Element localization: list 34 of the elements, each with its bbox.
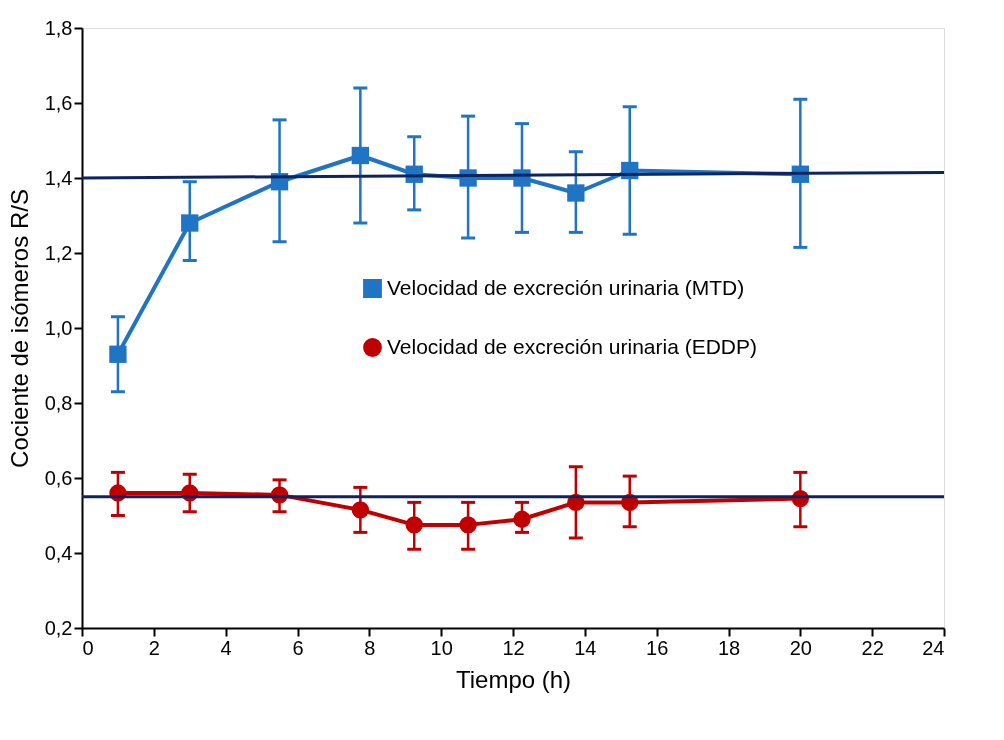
- point: [459, 516, 477, 534]
- point: [513, 510, 531, 528]
- legend-label: Velocidad de excreción urinaria (EDDP): [387, 334, 758, 358]
- x-tick-label: 24: [922, 636, 945, 659]
- x-tick-label: 6: [292, 636, 304, 659]
- y-tick-label: 1,2: [44, 241, 73, 264]
- x-tick-label: 2: [148, 636, 160, 659]
- point: [567, 184, 585, 202]
- x-tick-label: 8: [364, 636, 376, 659]
- x-tick-label: 18: [717, 636, 741, 659]
- y-tick-label: 0,2: [44, 616, 73, 639]
- legend-label: Velocidad de excreción urinaria (MTD): [387, 275, 745, 299]
- y-tick-label: 0,6: [44, 466, 73, 489]
- x-tick-label: 4: [220, 636, 232, 659]
- y-tick-label: 1,8: [44, 16, 73, 39]
- y-tick-label: 1,4: [44, 166, 73, 189]
- point: [109, 345, 127, 363]
- point: [181, 214, 199, 232]
- x-tick-label: 12: [502, 636, 525, 659]
- y-tick-label: 1,6: [44, 91, 73, 114]
- y-axis-title: Cociente de isómeros R/S: [5, 189, 33, 468]
- x-tick-label: 16: [646, 636, 669, 659]
- x-tick-label: 10: [430, 636, 453, 659]
- y-tick-label: 0,4: [44, 541, 73, 564]
- x-tick-label: 14: [574, 636, 597, 659]
- point: [351, 501, 370, 519]
- x-tick-label: 22: [861, 636, 884, 659]
- point: [405, 516, 423, 534]
- x-tick-label: 0: [82, 636, 94, 659]
- point: [351, 146, 370, 165]
- y-tick-label: 0,8: [44, 391, 73, 414]
- x-axis-title: Tiempo (h): [455, 665, 572, 693]
- x-tick-label: 20: [789, 636, 812, 659]
- y-tick-label: 1,0: [44, 316, 73, 339]
